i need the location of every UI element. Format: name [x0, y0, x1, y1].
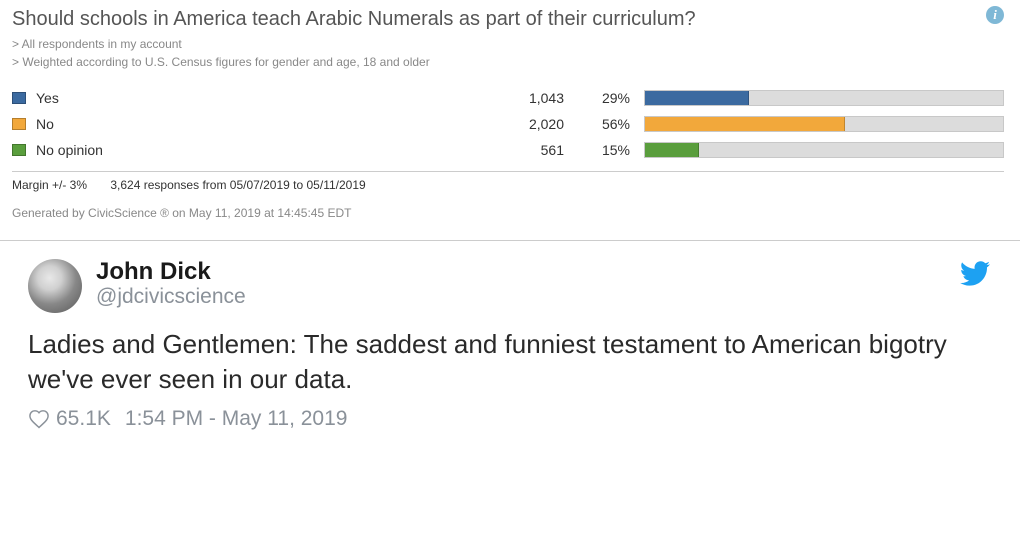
poll-responses: 3,624 responses from 05/07/2019 to 05/11… [110, 178, 365, 192]
tweet-timestamp: 1:54 PM - May 11, 2019 [125, 407, 348, 431]
result-label: No opinion [36, 142, 476, 158]
bar-track [644, 142, 1004, 158]
poll-results: Yes 1,043 29% No 2,020 56% No opinion 56… [12, 85, 1004, 163]
poll-margin: Margin +/- 3% [12, 178, 87, 192]
tweet-text: Ladies and Gentlemen: The saddest and fu… [28, 327, 992, 397]
tweet-meta: 65.1K 1:54 PM - May 11, 2019 [28, 407, 992, 431]
poll-subtitle-2: > Weighted according to U.S. Census figu… [12, 53, 1004, 71]
result-label: No [36, 116, 476, 132]
poll-generated: Generated by CivicScience ® on May 11, 2… [12, 206, 1004, 220]
like-button[interactable]: 65.1K [28, 407, 111, 431]
bar-track [644, 116, 1004, 132]
poll-section: i Should schools in America teach Arabic… [0, 0, 1020, 228]
swatch-no [12, 118, 26, 130]
display-name: John Dick [96, 259, 246, 285]
result-row: Yes 1,043 29% [12, 85, 1004, 111]
result-row: No 2,020 56% [12, 111, 1004, 137]
bar-fill [645, 91, 749, 105]
poll-meta: Margin +/- 3% 3,624 responses from 05/07… [12, 171, 1004, 192]
result-pct: 15% [578, 142, 638, 158]
swatch-yes [12, 92, 26, 104]
result-pct: 56% [578, 116, 638, 132]
tweet: John Dick @jdcivicscience Ladies and Gen… [0, 241, 1020, 445]
swatch-noopinion [12, 144, 26, 156]
tweet-header: John Dick @jdcivicscience [28, 259, 992, 313]
result-pct: 29% [578, 90, 638, 106]
like-count: 65.1K [56, 407, 111, 431]
twitter-bird-icon[interactable] [960, 261, 990, 291]
bar-fill [645, 143, 699, 157]
result-count: 561 [482, 142, 572, 158]
poll-title: Should schools in America teach Arabic N… [12, 8, 1004, 31]
user-block[interactable]: John Dick @jdcivicscience [96, 259, 246, 309]
result-row: No opinion 561 15% [12, 137, 1004, 163]
poll-subtitle-1: > All respondents in my account [12, 35, 1004, 53]
result-count: 2,020 [482, 116, 572, 132]
info-icon[interactable]: i [986, 6, 1004, 24]
handle: @jdcivicscience [96, 285, 246, 309]
result-count: 1,043 [482, 90, 572, 106]
bar-fill [645, 117, 845, 131]
avatar[interactable] [28, 259, 82, 313]
heart-icon [28, 409, 50, 429]
result-label: Yes [36, 90, 476, 106]
bar-track [644, 90, 1004, 106]
